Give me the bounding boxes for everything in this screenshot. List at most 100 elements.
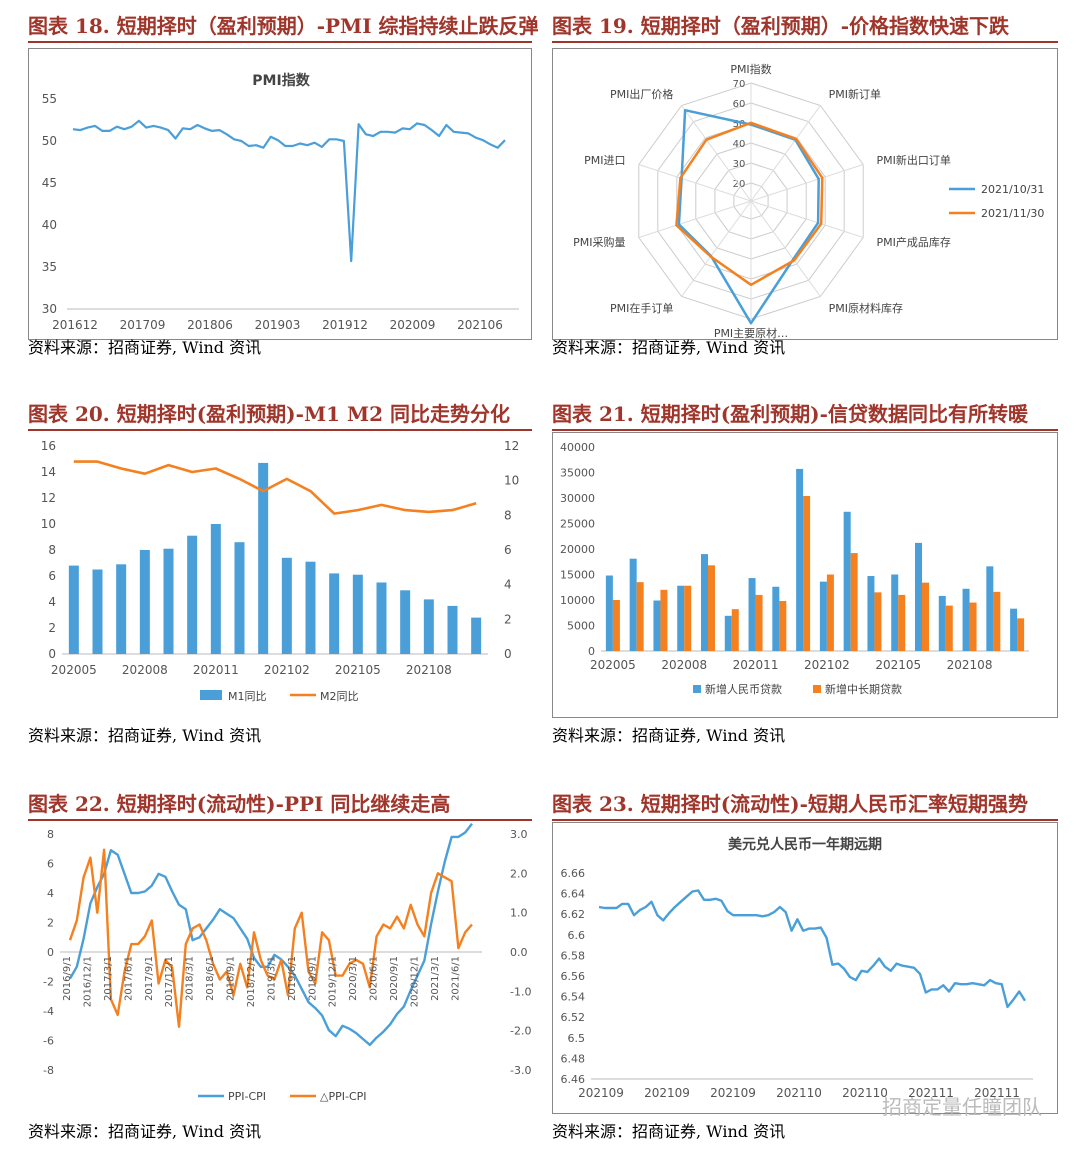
bar-new-loans bbox=[605, 575, 613, 651]
radial-tick-label: 60 bbox=[733, 99, 746, 110]
bar-new-loans bbox=[772, 586, 780, 651]
chart-title: 美元兑人民币一年期远期 bbox=[728, 836, 882, 853]
source-note: 资料来源：招商证券, Wind 资讯 bbox=[28, 726, 262, 745]
x-tick-label: 202005 bbox=[51, 663, 97, 677]
radar-spoke bbox=[750, 200, 821, 297]
bar-m1 bbox=[376, 582, 387, 654]
x-tick-label: 2017/12/1 bbox=[164, 956, 175, 1007]
radar-spoke bbox=[750, 164, 864, 202]
chart-heading: 图表 23. 短期择时(流动性)-短期人民币汇率短期强势 bbox=[552, 792, 1028, 816]
chart-frame: 美元兑人民币一年期远期 6.46 6.48 6.5 6.52 6.54 6.56 6.58 6.… bbox=[552, 822, 1058, 1114]
y-tick-label: 6.64 bbox=[561, 888, 586, 901]
y-tick-label: 0 bbox=[47, 946, 54, 959]
x-tick-label: 202005 bbox=[590, 658, 636, 672]
source-note: 资料来源：招商证券, Wind 资讯 bbox=[552, 726, 786, 745]
radar-axis-label: PMI指数 bbox=[730, 62, 771, 76]
y-tick-label: 8 bbox=[48, 543, 56, 557]
series-line-ppi-cpi bbox=[68, 822, 473, 1047]
y-tick-label: 6.56 bbox=[561, 970, 586, 983]
chart-frame: 0 2 4 6 8 10 12 14 16 0 2 4 6 8 10 12 202005 202008 202011… bbox=[28, 432, 532, 718]
bar-m1 bbox=[187, 535, 198, 654]
x-tick-label: 202109 bbox=[578, 1086, 624, 1100]
x-tick-label: 202011 bbox=[733, 658, 779, 672]
bar-m1 bbox=[281, 557, 292, 654]
bar-mid-long-loans bbox=[850, 553, 858, 651]
x-tick-label: 2016/9/1 bbox=[62, 956, 73, 1001]
panel-c19: 图表 19. 短期择时（盈利预期）-价格指数快速下跌 203040506070P… bbox=[552, 12, 1058, 372]
x-tick-label: 202110 bbox=[776, 1086, 822, 1100]
x-tick-label: 2018/3/1 bbox=[185, 956, 196, 1001]
y-tick-label: 6 bbox=[47, 858, 54, 871]
x-tick-label: 2019/3/1 bbox=[266, 956, 277, 1001]
legend-label: △PPI-CPI bbox=[320, 1090, 367, 1103]
y2-tick-label: 2.0 bbox=[510, 867, 528, 880]
y2-tick-label: -3.0 bbox=[510, 1064, 531, 1077]
y-tick-label: 6.6 bbox=[568, 929, 586, 942]
bar-m1 bbox=[400, 590, 411, 654]
series-line-usdcny bbox=[598, 889, 1027, 1009]
bar-mid-long-loans bbox=[945, 605, 953, 651]
y2-tick-label: 4 bbox=[504, 578, 512, 592]
chart-frame: -8 -6 -4 -2 0 2 4 6 8 -3.0 -2.0 -1.0 0.0 1.0 2.0 3.0 201… bbox=[28, 822, 532, 1114]
bar-new-loans bbox=[677, 585, 685, 651]
x-tick-label: 202102 bbox=[804, 658, 850, 672]
x-tick-label: 2018/12/1 bbox=[246, 956, 257, 1007]
y-tick-label: 35 bbox=[42, 260, 57, 274]
panel-c22: 图表 22. 短期择时(流动性)-PPI 同比继续走高 -8 -6 -4 -2 0 2 4 6… bbox=[28, 790, 532, 1150]
radar-spoke bbox=[750, 200, 864, 238]
y-tick-label: 6.54 bbox=[561, 991, 586, 1004]
radar-spoke bbox=[681, 200, 752, 297]
y-tick-label: -4 bbox=[43, 1005, 54, 1018]
bar-new-loans bbox=[938, 595, 946, 651]
x-tick-label: 202008 bbox=[122, 663, 168, 677]
radar-axis-label: PMI进口 bbox=[584, 154, 625, 167]
y-tick-label: 25000 bbox=[560, 518, 595, 531]
x-tick-label: 202109 bbox=[710, 1086, 756, 1100]
radar-series-2 bbox=[675, 121, 824, 287]
bar-m1 bbox=[234, 542, 245, 654]
x-tick-label: 202105 bbox=[875, 658, 921, 672]
bar-new-loans bbox=[1010, 608, 1018, 651]
title-rule bbox=[552, 41, 1058, 43]
title-rule bbox=[28, 41, 532, 43]
credit-bar-chart: 0 5000 10000 15000 20000 25000 30000 35000 40000… bbox=[560, 441, 1029, 696]
chart-heading: 图表 20. 短期择时(盈利预期)-M1 M2 同比走势分化 bbox=[28, 402, 510, 426]
bar-new-loans bbox=[629, 558, 637, 651]
y-tick-label: 8 bbox=[47, 828, 54, 841]
source-note: 资料来源：招商证券, Wind 资讯 bbox=[552, 338, 786, 357]
chart-heading: 图表 19. 短期择时（盈利预期）-价格指数快速下跌 bbox=[552, 14, 1010, 38]
x-tick-label: 2020/12/1 bbox=[409, 956, 420, 1007]
x-tick-label: 202102 bbox=[264, 663, 310, 677]
radial-tick-label: 70 bbox=[733, 79, 746, 90]
legend-label: 2021/10/31 bbox=[981, 183, 1044, 196]
x-tick-label: 2017/9/1 bbox=[144, 956, 155, 1001]
bar-m1 bbox=[447, 605, 458, 654]
legend-label: 新增中长期贷款 bbox=[825, 682, 902, 696]
bar-new-loans bbox=[891, 574, 899, 651]
y-tick-label: 4 bbox=[48, 595, 56, 609]
y-tick-label: 0 bbox=[48, 647, 56, 661]
bar-m1 bbox=[352, 574, 363, 654]
x-tick-label: 202105 bbox=[335, 663, 381, 677]
y2-tick-label: -1.0 bbox=[510, 985, 531, 998]
y-tick-label: 35000 bbox=[560, 467, 595, 480]
x-tick-label: 202109 bbox=[644, 1086, 690, 1100]
legend-swatch bbox=[813, 685, 821, 693]
legend-label: 新增人民币贷款 bbox=[705, 682, 782, 696]
bar-mid-long-loans bbox=[898, 594, 906, 651]
x-tick-label: 2020/9/1 bbox=[389, 956, 400, 1001]
bar-m1 bbox=[116, 564, 127, 654]
radar-spoke bbox=[681, 105, 752, 202]
bar-new-loans bbox=[724, 615, 732, 651]
y-tick-label: 2 bbox=[47, 917, 54, 930]
x-tick-label: 2018/6/1 bbox=[205, 956, 216, 1001]
x-tick-label: 202108 bbox=[947, 658, 993, 672]
x-tick-label: 2020/6/1 bbox=[369, 956, 380, 1001]
bar-m1 bbox=[471, 617, 482, 654]
source-note: 资料来源：招商证券, Wind 资讯 bbox=[28, 1122, 262, 1141]
source-note: 资料来源：招商证券, Wind 资讯 bbox=[552, 1122, 786, 1141]
x-tick-label: 201709 bbox=[120, 318, 166, 332]
panel-c20: 图表 20. 短期择时(盈利预期)-M1 M2 同比走势分化 0 2 4 6 8 10 12… bbox=[28, 400, 532, 756]
bar-m1 bbox=[305, 561, 316, 654]
m1-m2-chart: 0 2 4 6 8 10 12 14 16 0 2 4 6 8 10 12 202005 202008 202011… bbox=[41, 439, 520, 703]
